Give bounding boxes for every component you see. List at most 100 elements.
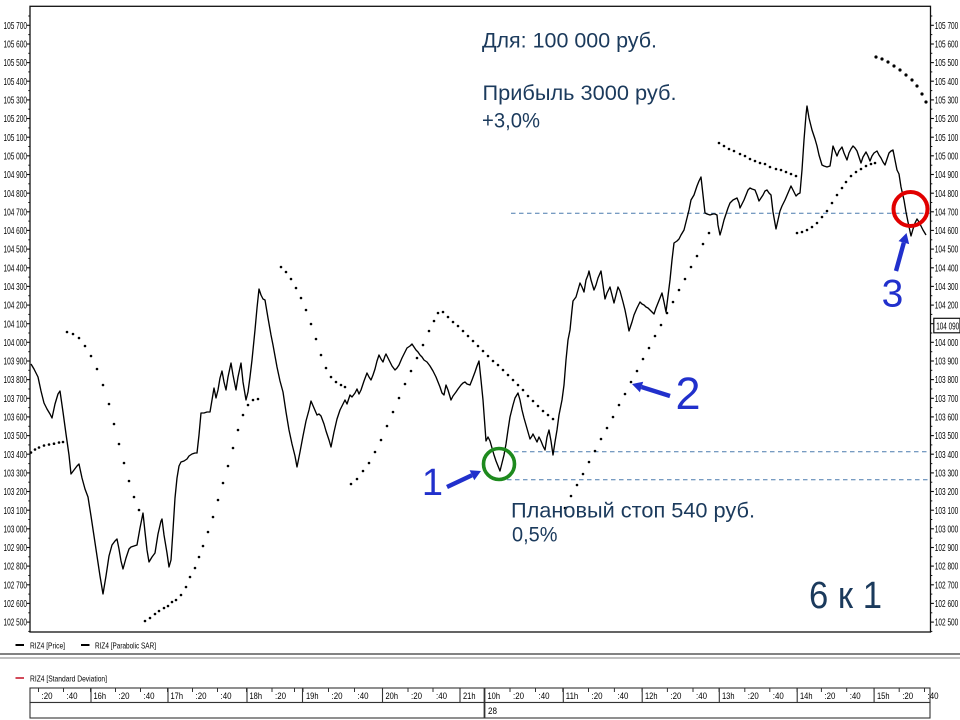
svg-text:6 к 1: 6 к 1 [809,575,882,617]
svg-text:103 300: 103 300 [935,468,959,480]
svg-text:102 900: 102 900 [935,542,959,554]
svg-text:0,5%: 0,5% [512,523,558,547]
svg-text:104 100: 104 100 [4,318,28,330]
svg-text:103 300: 103 300 [4,468,28,480]
svg-text:102 800: 102 800 [4,561,28,573]
svg-text:102 600: 102 600 [4,598,28,610]
svg-text::20: :20 [513,691,524,702]
svg-text:105 100: 105 100 [935,132,959,144]
svg-text:12h: 12h [645,691,658,702]
svg-text:103 700: 103 700 [935,393,959,405]
svg-text:Плановый стоп 540 руб.: Плановый стоп 540 руб. [511,499,755,523]
svg-text:2: 2 [675,368,700,419]
svg-text:102 900: 102 900 [4,542,28,554]
svg-text:RIZ4 [Price]: RIZ4 [Price] [30,641,65,651]
svg-text:14h: 14h [800,691,813,702]
svg-text:105 700: 105 700 [935,20,959,32]
svg-text:RIZ4 [Parabolic SAR]: RIZ4 [Parabolic SAR] [95,641,156,651]
svg-text:103 200: 103 200 [4,486,28,498]
svg-text::40: :40 [850,691,861,702]
svg-text:16h: 16h [94,691,107,702]
svg-text::40: :40 [221,691,232,702]
svg-text:104 000: 104 000 [935,337,959,349]
svg-text:19h: 19h [306,691,319,702]
svg-text:104 000: 104 000 [4,337,28,349]
svg-text:104 500: 104 500 [935,244,959,256]
svg-text:15h: 15h [877,691,890,702]
svg-text::20: :20 [902,691,913,702]
svg-text:102 500: 102 500 [935,617,959,629]
svg-text::20: :20 [42,691,53,702]
svg-text::20: :20 [196,691,207,702]
svg-text:102 700: 102 700 [935,579,959,591]
svg-text:103 100: 103 100 [4,505,28,517]
svg-text::40: :40 [617,691,628,702]
svg-text:103 100: 103 100 [935,505,959,517]
svg-text:104 500: 104 500 [4,244,28,256]
svg-text:13h: 13h [722,691,735,702]
svg-text::20: :20 [332,691,343,702]
svg-text:105 400: 105 400 [4,76,28,88]
svg-text::40: :40 [436,691,447,702]
svg-text:103 400: 103 400 [935,449,959,461]
svg-text:102 800: 102 800 [935,561,959,573]
svg-text:103 800: 103 800 [4,374,28,386]
svg-text:103 900: 103 900 [935,356,959,368]
svg-text:104 090: 104 090 [936,320,959,332]
svg-text:104 800: 104 800 [935,188,959,200]
svg-text:104 900: 104 900 [935,169,959,181]
svg-text::20: :20 [119,691,130,702]
svg-text:104 200: 104 200 [935,300,959,312]
svg-text:104 700: 104 700 [935,206,959,218]
svg-text:17h: 17h [171,691,184,702]
svg-text:105 300: 105 300 [935,95,959,107]
svg-text::20: :20 [411,691,422,702]
svg-text:102 700: 102 700 [4,579,28,591]
svg-text:105 500: 105 500 [4,57,28,69]
svg-text:Прибыль 3000 руб.: Прибыль 3000 руб. [483,81,677,105]
svg-text:103 700: 103 700 [4,393,28,405]
svg-text:102 600: 102 600 [935,598,959,610]
svg-text:104 200: 104 200 [4,300,28,312]
svg-text:105 600: 105 600 [935,39,959,51]
svg-text::40: :40 [539,691,550,702]
svg-text::40: :40 [928,691,939,702]
svg-text::40: :40 [773,691,784,702]
svg-text:105 000: 105 000 [935,150,959,162]
svg-text:28: 28 [488,706,497,717]
svg-text:1: 1 [422,462,443,504]
svg-text:103 200: 103 200 [935,486,959,498]
svg-text:105 100: 105 100 [4,132,28,144]
svg-text:102 500: 102 500 [4,617,28,629]
svg-text:18h: 18h [250,691,263,702]
svg-text:103 500: 103 500 [935,430,959,442]
svg-text::20: :20 [592,691,603,702]
svg-text:103 600: 103 600 [4,412,28,424]
svg-text:105 200: 105 200 [935,113,959,125]
svg-text:104 300: 104 300 [935,281,959,293]
svg-text:103 900: 103 900 [4,356,28,368]
svg-text::40: :40 [67,691,78,702]
svg-text:105 400: 105 400 [935,76,959,88]
svg-text:105 300: 105 300 [4,95,28,107]
svg-text::40: :40 [358,691,369,702]
svg-text:20h: 20h [386,691,399,702]
svg-text::20: :20 [670,691,681,702]
svg-text::20: :20 [824,691,835,702]
svg-text:103 600: 103 600 [935,412,959,424]
svg-text:RIZ4 [Standard Deviation]: RIZ4 [Standard Deviation] [30,674,107,684]
svg-text:104 400: 104 400 [4,262,28,274]
svg-text:104 600: 104 600 [4,225,28,237]
svg-text:104 400: 104 400 [935,262,959,274]
svg-text:104 700: 104 700 [4,206,28,218]
svg-text:21h: 21h [463,691,476,702]
svg-text:10h: 10h [488,691,501,702]
svg-text::20: :20 [275,691,286,702]
svg-text:103 800: 103 800 [935,374,959,386]
svg-text:105 200: 105 200 [4,113,28,125]
svg-text:105 000: 105 000 [4,150,28,162]
svg-text:+3,0%: +3,0% [482,109,540,133]
svg-text:3: 3 [882,273,904,316]
svg-text::20: :20 [748,691,759,702]
svg-text:11h: 11h [566,691,579,702]
